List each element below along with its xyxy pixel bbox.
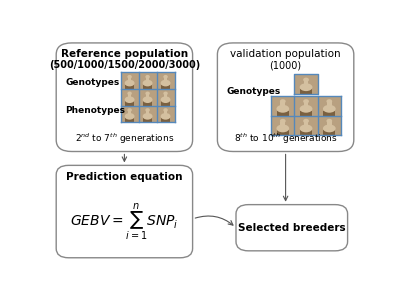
Ellipse shape: [303, 78, 309, 82]
Bar: [304, 80, 308, 85]
Ellipse shape: [127, 92, 132, 95]
Text: Genotypes: Genotypes: [66, 77, 120, 86]
Text: $2^{nd}$ to $7^{th}$ generations: $2^{nd}$ to $7^{th}$ generations: [75, 131, 174, 146]
Ellipse shape: [125, 113, 134, 120]
Bar: [271, 116, 294, 135]
Ellipse shape: [125, 80, 134, 86]
Bar: [138, 72, 156, 89]
Text: (500/1000/1500/2000/3000): (500/1000/1500/2000/3000): [49, 60, 200, 70]
Ellipse shape: [300, 105, 312, 113]
Bar: [304, 102, 308, 107]
Bar: [143, 101, 152, 106]
Bar: [143, 118, 152, 122]
Bar: [125, 101, 134, 106]
Bar: [121, 72, 138, 89]
Bar: [294, 74, 318, 94]
Bar: [300, 130, 312, 135]
Bar: [138, 89, 156, 106]
Ellipse shape: [323, 105, 336, 113]
Bar: [300, 111, 312, 116]
Text: Prediction equation: Prediction equation: [66, 172, 183, 182]
FancyBboxPatch shape: [218, 43, 354, 152]
Ellipse shape: [143, 113, 152, 120]
Bar: [271, 96, 294, 116]
Bar: [324, 111, 335, 116]
Bar: [277, 111, 289, 116]
Bar: [156, 89, 174, 106]
Ellipse shape: [161, 96, 170, 103]
Ellipse shape: [143, 96, 152, 103]
Bar: [304, 122, 308, 127]
Bar: [125, 118, 134, 122]
Bar: [300, 89, 312, 94]
Ellipse shape: [163, 75, 168, 79]
Ellipse shape: [323, 124, 336, 132]
Text: Selected breeders: Selected breeders: [238, 223, 346, 233]
Bar: [125, 85, 134, 89]
Bar: [164, 94, 167, 98]
Bar: [161, 101, 170, 106]
Ellipse shape: [161, 113, 170, 120]
Text: Reference population: Reference population: [61, 49, 188, 59]
Bar: [161, 118, 170, 122]
Bar: [324, 130, 335, 135]
Ellipse shape: [163, 92, 168, 95]
Ellipse shape: [163, 108, 168, 112]
Bar: [128, 110, 132, 115]
Bar: [280, 102, 285, 107]
Bar: [280, 122, 285, 127]
Ellipse shape: [161, 80, 170, 86]
Text: (1000): (1000): [270, 60, 302, 70]
Ellipse shape: [280, 119, 286, 123]
Ellipse shape: [303, 99, 309, 104]
Bar: [294, 96, 318, 116]
Ellipse shape: [276, 105, 289, 113]
Bar: [318, 96, 341, 116]
Text: $8^{th}$ to $10^{th}$ generations: $8^{th}$ to $10^{th}$ generations: [234, 131, 337, 146]
Ellipse shape: [127, 108, 132, 112]
Bar: [164, 77, 167, 81]
Ellipse shape: [145, 75, 150, 79]
Bar: [138, 106, 156, 122]
Ellipse shape: [326, 119, 332, 123]
Bar: [277, 130, 289, 135]
Bar: [143, 85, 152, 89]
Bar: [121, 106, 138, 122]
Bar: [318, 116, 341, 135]
Bar: [128, 77, 132, 81]
Bar: [294, 116, 318, 135]
Bar: [327, 102, 332, 107]
Ellipse shape: [125, 96, 134, 103]
Bar: [164, 110, 167, 115]
Text: Phenotypes: Phenotypes: [66, 106, 126, 115]
Ellipse shape: [303, 119, 309, 123]
Bar: [146, 77, 149, 81]
Ellipse shape: [276, 124, 289, 132]
Bar: [156, 72, 174, 89]
Ellipse shape: [143, 80, 152, 86]
Ellipse shape: [145, 108, 150, 112]
Ellipse shape: [326, 99, 332, 104]
Ellipse shape: [300, 124, 312, 132]
Bar: [156, 106, 174, 122]
Bar: [121, 89, 138, 106]
Ellipse shape: [280, 99, 286, 104]
FancyBboxPatch shape: [56, 165, 193, 258]
FancyBboxPatch shape: [236, 205, 348, 251]
FancyBboxPatch shape: [56, 43, 193, 152]
Bar: [161, 85, 170, 89]
Bar: [146, 110, 149, 115]
Text: $GEBV = \sum_{i=1}^{n} SNP_i$: $GEBV = \sum_{i=1}^{n} SNP_i$: [70, 202, 179, 243]
Ellipse shape: [127, 75, 132, 79]
Bar: [146, 94, 149, 98]
Bar: [128, 94, 132, 98]
Ellipse shape: [300, 83, 312, 91]
Ellipse shape: [145, 92, 150, 95]
Text: Genotypes: Genotypes: [227, 87, 281, 96]
Bar: [327, 122, 332, 127]
Text: validation population: validation population: [230, 49, 341, 59]
